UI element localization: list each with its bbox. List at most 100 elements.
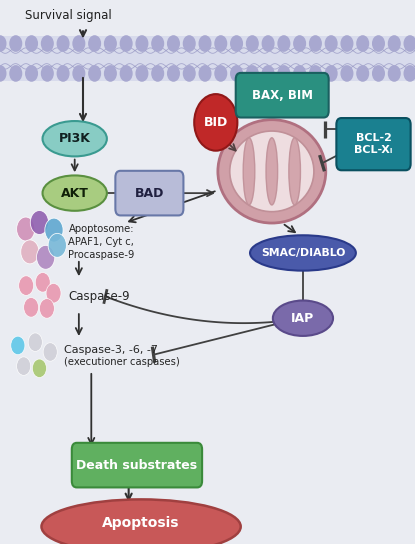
- Text: Apoptosome:
APAF1, Cyt c,
Procaspase-9: Apoptosome: APAF1, Cyt c, Procaspase-9: [68, 224, 135, 260]
- Circle shape: [373, 36, 384, 51]
- Ellipse shape: [250, 235, 356, 270]
- Circle shape: [215, 66, 227, 81]
- Circle shape: [32, 359, 46, 378]
- Circle shape: [10, 36, 22, 51]
- Text: PI3K: PI3K: [59, 132, 90, 145]
- Circle shape: [35, 273, 50, 292]
- Circle shape: [120, 66, 132, 81]
- Circle shape: [278, 36, 290, 51]
- Circle shape: [199, 36, 211, 51]
- Circle shape: [73, 36, 85, 51]
- Circle shape: [388, 66, 400, 81]
- Circle shape: [152, 66, 164, 81]
- Text: IAP: IAP: [291, 312, 315, 325]
- Circle shape: [24, 298, 39, 317]
- Circle shape: [231, 66, 242, 81]
- Circle shape: [46, 283, 61, 303]
- Circle shape: [48, 233, 66, 257]
- Circle shape: [247, 36, 258, 51]
- Circle shape: [183, 66, 195, 81]
- Circle shape: [341, 36, 353, 51]
- Circle shape: [183, 36, 195, 51]
- Circle shape: [325, 36, 337, 51]
- Circle shape: [43, 343, 57, 361]
- Circle shape: [57, 66, 69, 81]
- FancyBboxPatch shape: [72, 443, 202, 487]
- Circle shape: [57, 36, 69, 51]
- Circle shape: [21, 240, 39, 264]
- Circle shape: [45, 218, 63, 242]
- Circle shape: [404, 36, 415, 51]
- Text: BAD: BAD: [135, 187, 164, 200]
- Circle shape: [373, 66, 384, 81]
- Ellipse shape: [273, 300, 333, 336]
- Text: BCL-2
BCL-Xₗ: BCL-2 BCL-Xₗ: [354, 133, 393, 156]
- Circle shape: [28, 333, 42, 351]
- Circle shape: [42, 66, 53, 81]
- Circle shape: [105, 36, 116, 51]
- Text: Survival signal: Survival signal: [25, 9, 112, 22]
- Circle shape: [136, 36, 148, 51]
- Circle shape: [89, 66, 100, 81]
- Circle shape: [136, 66, 148, 81]
- Ellipse shape: [42, 121, 107, 157]
- Circle shape: [357, 66, 369, 81]
- FancyBboxPatch shape: [337, 118, 411, 170]
- Circle shape: [215, 36, 227, 51]
- Ellipse shape: [266, 138, 278, 205]
- Circle shape: [194, 94, 237, 151]
- Ellipse shape: [243, 138, 255, 205]
- Circle shape: [388, 36, 400, 51]
- Circle shape: [105, 66, 116, 81]
- Circle shape: [26, 66, 37, 81]
- Text: BID: BID: [204, 116, 228, 129]
- Text: SMAC/DIABLO: SMAC/DIABLO: [261, 248, 345, 258]
- Text: (executioner caspases): (executioner caspases): [64, 357, 180, 367]
- Circle shape: [10, 66, 22, 81]
- Circle shape: [294, 66, 305, 81]
- Circle shape: [325, 66, 337, 81]
- Circle shape: [152, 36, 164, 51]
- Circle shape: [310, 66, 321, 81]
- Ellipse shape: [289, 138, 300, 205]
- Circle shape: [11, 336, 25, 355]
- Circle shape: [89, 36, 100, 51]
- Circle shape: [262, 36, 274, 51]
- Circle shape: [404, 66, 415, 81]
- Circle shape: [26, 36, 37, 51]
- Circle shape: [262, 66, 274, 81]
- Circle shape: [42, 36, 53, 51]
- Circle shape: [0, 66, 6, 81]
- Circle shape: [294, 36, 305, 51]
- Circle shape: [73, 66, 85, 81]
- Ellipse shape: [42, 499, 241, 544]
- Text: Death substrates: Death substrates: [76, 459, 198, 472]
- Circle shape: [17, 357, 31, 375]
- Circle shape: [168, 36, 179, 51]
- Circle shape: [199, 66, 211, 81]
- Circle shape: [37, 245, 55, 269]
- Ellipse shape: [230, 131, 314, 212]
- Circle shape: [120, 36, 132, 51]
- FancyBboxPatch shape: [115, 171, 183, 215]
- Text: AKT: AKT: [61, 187, 89, 200]
- Text: BAX, BIM: BAX, BIM: [252, 89, 312, 102]
- Circle shape: [278, 66, 290, 81]
- Circle shape: [231, 36, 242, 51]
- Text: Caspase-3, -6, -7: Caspase-3, -6, -7: [64, 345, 159, 355]
- Ellipse shape: [42, 175, 107, 211]
- FancyBboxPatch shape: [236, 73, 329, 118]
- Bar: [0, 36, 415, 81]
- Circle shape: [341, 66, 353, 81]
- Text: Caspase-9: Caspase-9: [68, 290, 130, 303]
- Circle shape: [168, 66, 179, 81]
- Circle shape: [247, 66, 258, 81]
- Circle shape: [17, 217, 35, 241]
- Circle shape: [357, 36, 369, 51]
- Circle shape: [0, 36, 6, 51]
- Text: Apoptosis: Apoptosis: [103, 516, 180, 530]
- Circle shape: [19, 276, 34, 295]
- Circle shape: [30, 211, 49, 234]
- Circle shape: [39, 299, 54, 318]
- Circle shape: [310, 36, 321, 51]
